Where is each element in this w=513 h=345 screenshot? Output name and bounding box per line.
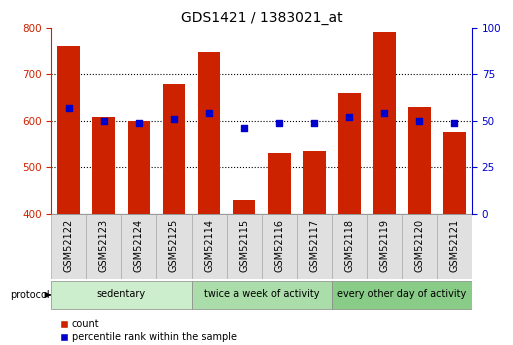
- Text: every other day of activity: every other day of activity: [337, 289, 466, 299]
- Bar: [86, 214, 122, 279]
- Point: [380, 110, 388, 116]
- Text: GSM52119: GSM52119: [379, 219, 389, 272]
- Bar: [198, 52, 221, 214]
- Bar: [408, 107, 431, 214]
- Point: [240, 126, 248, 131]
- Bar: [156, 214, 191, 279]
- Point: [310, 120, 318, 125]
- Bar: [233, 200, 255, 214]
- Text: GSM52114: GSM52114: [204, 219, 214, 272]
- Bar: [163, 85, 185, 214]
- Bar: [122, 214, 156, 279]
- Bar: [262, 214, 297, 279]
- Point: [415, 118, 423, 124]
- Point: [65, 105, 73, 110]
- Text: GSM52117: GSM52117: [309, 219, 319, 272]
- Text: GSM52125: GSM52125: [169, 219, 179, 273]
- Bar: [443, 132, 466, 214]
- Bar: [51, 214, 86, 279]
- Point: [170, 116, 178, 122]
- Bar: [402, 214, 437, 279]
- Text: GSM52121: GSM52121: [449, 219, 460, 272]
- Legend: count, percentile rank within the sample: count, percentile rank within the sample: [56, 315, 241, 345]
- Text: GSM52118: GSM52118: [344, 219, 354, 272]
- Point: [205, 110, 213, 116]
- Bar: [332, 281, 472, 309]
- Bar: [437, 214, 472, 279]
- Bar: [373, 32, 396, 214]
- Bar: [191, 214, 227, 279]
- Text: GSM52124: GSM52124: [134, 219, 144, 272]
- Bar: [191, 281, 332, 309]
- Bar: [227, 214, 262, 279]
- Text: twice a week of activity: twice a week of activity: [204, 289, 320, 299]
- Point: [100, 118, 108, 124]
- Text: protocol: protocol: [10, 290, 50, 300]
- Text: GSM52120: GSM52120: [415, 219, 424, 272]
- Bar: [303, 151, 326, 214]
- Point: [450, 120, 459, 125]
- Bar: [128, 121, 150, 214]
- Text: GSM52115: GSM52115: [239, 219, 249, 272]
- Text: GSM52122: GSM52122: [64, 219, 74, 273]
- Bar: [268, 153, 290, 214]
- Point: [345, 114, 353, 120]
- Title: GDS1421 / 1383021_at: GDS1421 / 1383021_at: [181, 11, 343, 25]
- Text: GSM52123: GSM52123: [99, 219, 109, 272]
- Point: [135, 120, 143, 125]
- Bar: [92, 118, 115, 214]
- Bar: [51, 281, 191, 309]
- Bar: [367, 214, 402, 279]
- Bar: [297, 214, 332, 279]
- Text: GSM52116: GSM52116: [274, 219, 284, 272]
- Bar: [332, 214, 367, 279]
- Text: sedentary: sedentary: [97, 289, 146, 299]
- Bar: [57, 46, 80, 214]
- Point: [275, 120, 283, 125]
- Bar: [338, 93, 361, 214]
